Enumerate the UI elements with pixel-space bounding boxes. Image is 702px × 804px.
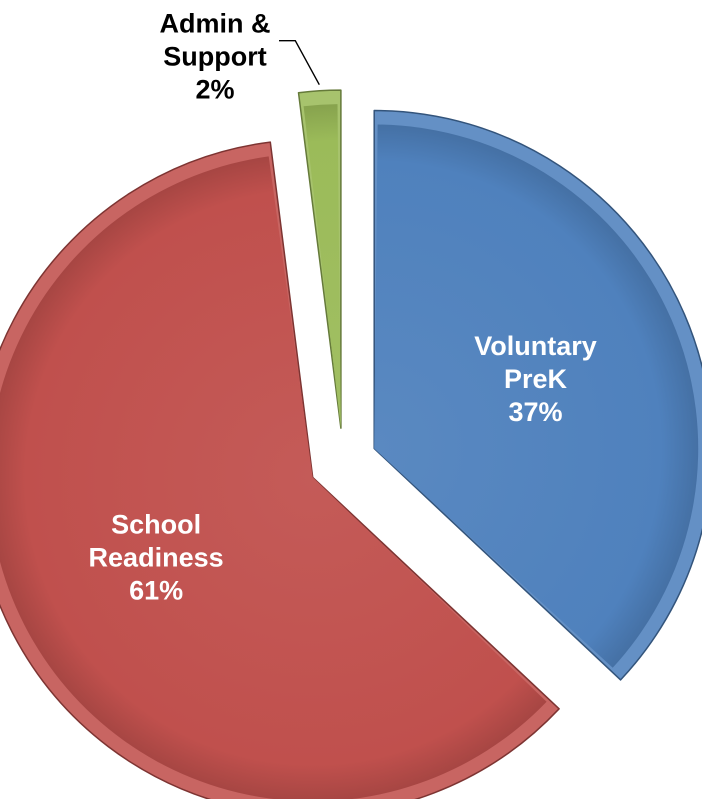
leader-line bbox=[279, 40, 320, 86]
pie-slice-2 bbox=[297, 89, 342, 429]
pie-label-line: Voluntary bbox=[474, 331, 597, 361]
pie-label-line: 61% bbox=[129, 576, 183, 606]
pie-label-line: School bbox=[111, 510, 201, 540]
pie-slice-face bbox=[303, 104, 341, 429]
pie-label-line: 37% bbox=[508, 397, 562, 427]
pie-slice-face bbox=[0, 156, 547, 802]
pie-label-1: School Readiness 61% bbox=[89, 510, 224, 606]
pie-label-line: Admin & bbox=[160, 9, 271, 39]
pie-label-2: Admin & Support 2% bbox=[160, 9, 271, 105]
pie-label-line: Support bbox=[163, 42, 266, 72]
pie-data-labels: Voluntary PreK 37% School Readiness 61% Admin … bbox=[89, 9, 597, 606]
pie-label-line: PreK bbox=[504, 364, 568, 394]
pie-slices bbox=[0, 89, 702, 804]
pie-slice-1 bbox=[0, 141, 560, 804]
pie-label-line: 2% bbox=[195, 75, 234, 105]
pie-slice-face bbox=[374, 124, 699, 668]
pie-slice-0 bbox=[373, 109, 702, 681]
pie-leader-lines bbox=[279, 40, 320, 86]
pie-label-0: Voluntary PreK 37% bbox=[474, 331, 597, 427]
pie-label-line: Readiness bbox=[89, 543, 224, 573]
